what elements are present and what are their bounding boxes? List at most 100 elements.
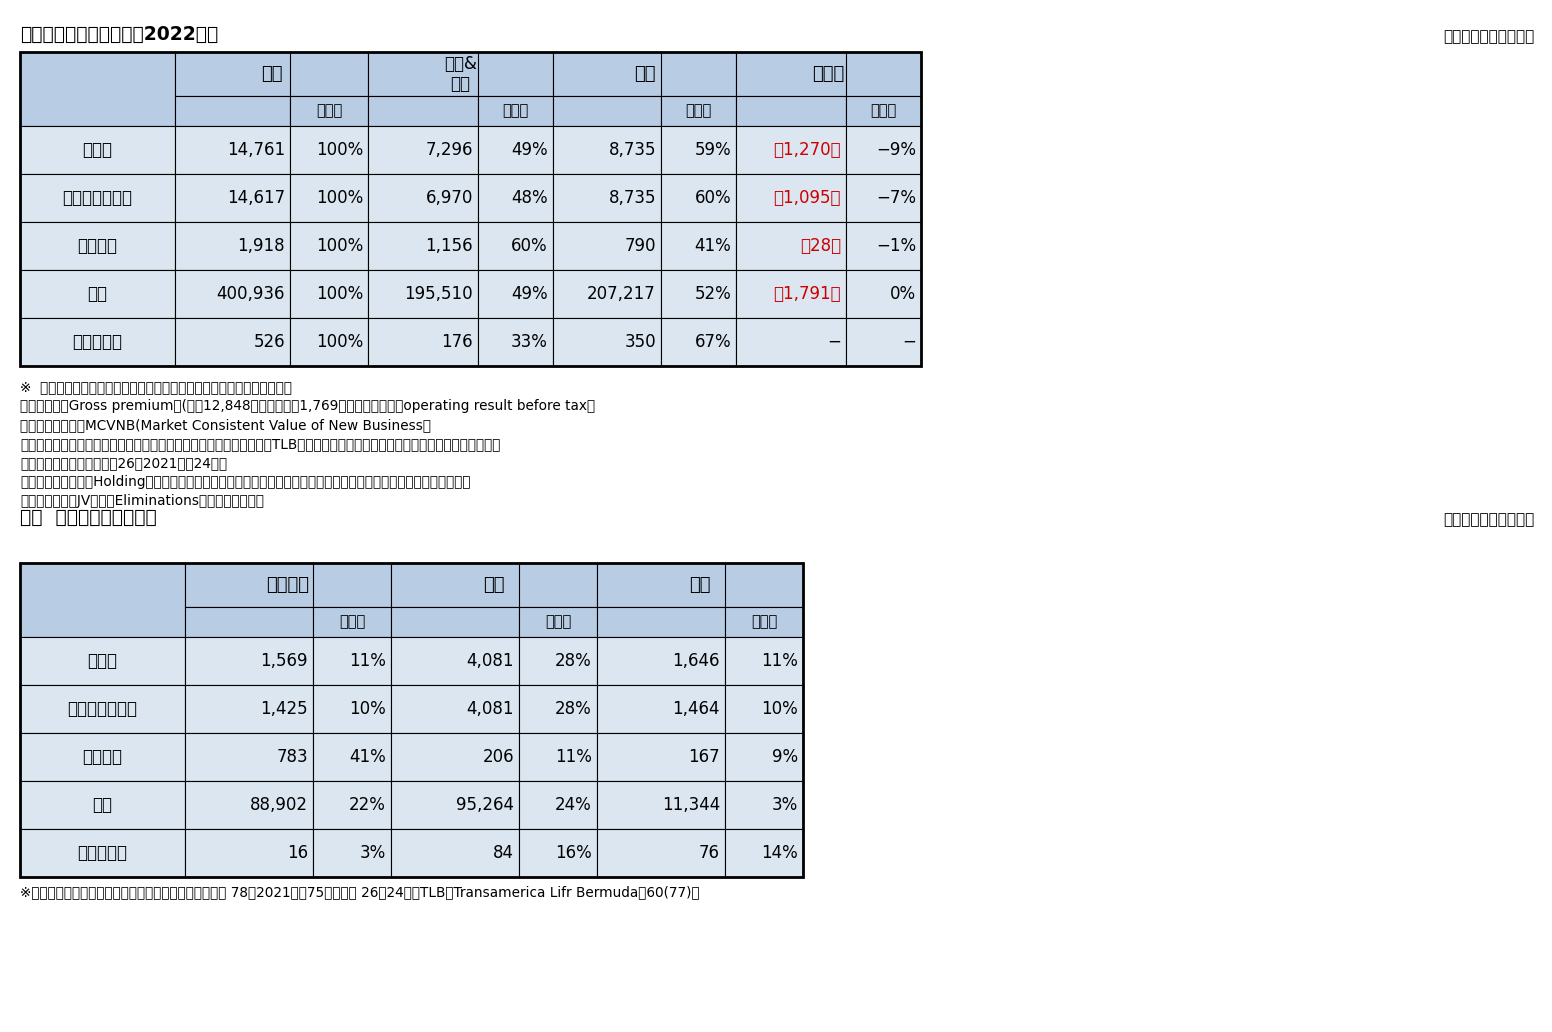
Bar — [20, 318, 175, 366]
Text: 52%: 52% — [694, 285, 731, 303]
Text: 0%: 0% — [889, 285, 916, 303]
Text: 営業利益: 営業利益 — [82, 748, 123, 766]
Text: 保険料: 保険料 — [87, 652, 118, 670]
Text: 22%: 22% — [349, 796, 386, 814]
Bar — [175, 96, 290, 126]
Text: 4,081: 4,081 — [467, 700, 514, 718]
Text: 新契約価値: 新契約価値 — [73, 333, 123, 351]
Text: 構成比: 構成比 — [338, 614, 365, 630]
Text: オランダ: オランダ — [267, 576, 309, 594]
Bar — [314, 637, 391, 685]
Text: 9%: 9% — [771, 748, 798, 766]
Bar — [478, 174, 553, 222]
Bar — [725, 685, 802, 733]
Bar — [20, 685, 185, 733]
Text: 48%: 48% — [511, 189, 548, 207]
Bar — [846, 96, 920, 126]
Bar — [290, 96, 368, 126]
Bar — [175, 126, 290, 174]
Bar — [846, 174, 920, 222]
Bar — [391, 733, 518, 781]
Bar — [553, 126, 661, 174]
Bar — [478, 318, 553, 366]
Text: 100%: 100% — [315, 285, 363, 303]
Bar — [20, 222, 175, 270]
Bar — [598, 829, 725, 877]
Bar — [185, 637, 314, 685]
Bar — [20, 126, 175, 174]
Bar — [185, 781, 314, 829]
Text: 28%: 28% — [556, 700, 591, 718]
Text: 1,425: 1,425 — [261, 700, 307, 718]
Bar — [391, 829, 518, 877]
Text: （1,095）: （1,095） — [773, 189, 841, 207]
Bar — [661, 126, 736, 174]
Bar — [314, 829, 391, 877]
Text: その他: その他 — [812, 65, 844, 83]
Bar — [290, 318, 368, 366]
Text: 41%: 41% — [349, 748, 386, 766]
Text: 「国際」には、南欧（スペイン・ポルトガル）・中東欧・アジア・TLB（富裕層向けビジネス）等が含まれる。なお、「国際」: 「国際」には、南欧（スペイン・ポルトガル）・中東欧・アジア・TLB（富裕層向けビ… — [20, 437, 500, 451]
Text: 新契約価値は、MCVNB(Market Consistent Value of New Business）: 新契約価値は、MCVNB(Market Consistent Value of … — [20, 418, 431, 432]
Bar — [314, 733, 391, 781]
Text: 全体: 全体 — [261, 65, 282, 83]
Bar — [175, 270, 290, 318]
Text: −1%: −1% — [875, 237, 916, 255]
Text: 100%: 100% — [315, 189, 363, 207]
Text: 400,936: 400,936 — [216, 285, 286, 303]
Bar — [553, 174, 661, 222]
Text: 14%: 14% — [760, 844, 798, 862]
Text: 16%: 16% — [556, 844, 591, 862]
Text: −: − — [827, 333, 841, 351]
Text: 国際: 国際 — [689, 576, 711, 594]
Text: 1,464: 1,464 — [672, 700, 720, 718]
Text: 11%: 11% — [349, 652, 386, 670]
Text: 350: 350 — [624, 333, 656, 351]
Text: 1,646: 1,646 — [672, 652, 720, 670]
Bar — [736, 222, 846, 270]
Bar — [290, 126, 368, 174]
Bar — [368, 174, 478, 222]
Text: （単位：百万ユーロ）: （単位：百万ユーロ） — [1443, 29, 1533, 44]
Bar — [598, 607, 725, 637]
Bar — [518, 781, 598, 829]
Bar — [368, 126, 478, 174]
Text: 構成比: 構成比 — [686, 103, 712, 119]
Bar — [391, 563, 598, 607]
Text: 6,970: 6,970 — [425, 189, 473, 207]
Text: −9%: −9% — [875, 141, 916, 159]
Bar — [314, 781, 391, 829]
Bar — [598, 637, 725, 685]
Text: ※  生保には、医療・傷害も含まれる。全体数値の内訳は、以下の通り。: ※ 生保には、医療・傷害も含まれる。全体数値の内訳は、以下の通り。 — [20, 380, 292, 394]
Text: 3%: 3% — [360, 844, 386, 862]
Bar — [725, 829, 802, 877]
Text: （1,791）: （1,791） — [773, 285, 841, 303]
Bar — [391, 685, 518, 733]
Bar — [725, 637, 802, 685]
Bar — [20, 563, 185, 637]
Bar — [846, 126, 920, 174]
Text: 構成比: 構成比 — [871, 103, 897, 119]
Bar — [368, 96, 478, 126]
Text: 構成比: 構成比 — [545, 614, 571, 630]
Text: 207,217: 207,217 — [587, 285, 656, 303]
Bar — [518, 733, 598, 781]
Bar — [20, 52, 920, 366]
Bar — [598, 733, 725, 781]
Bar — [185, 607, 314, 637]
Text: 8,735: 8,735 — [608, 141, 656, 159]
Text: 資産: 資産 — [87, 285, 107, 303]
Bar — [20, 637, 185, 685]
Bar — [661, 270, 736, 318]
Text: 95,264: 95,264 — [456, 796, 514, 814]
Bar — [478, 126, 553, 174]
Bar — [391, 607, 518, 637]
Bar — [314, 685, 391, 733]
Bar — [736, 174, 846, 222]
Bar — [20, 270, 175, 318]
Text: 新契約価値: 新契約価値 — [78, 844, 127, 862]
Bar — [290, 222, 368, 270]
Bar — [175, 174, 290, 222]
Bar — [736, 52, 920, 96]
Text: 米州: 米州 — [633, 65, 655, 83]
